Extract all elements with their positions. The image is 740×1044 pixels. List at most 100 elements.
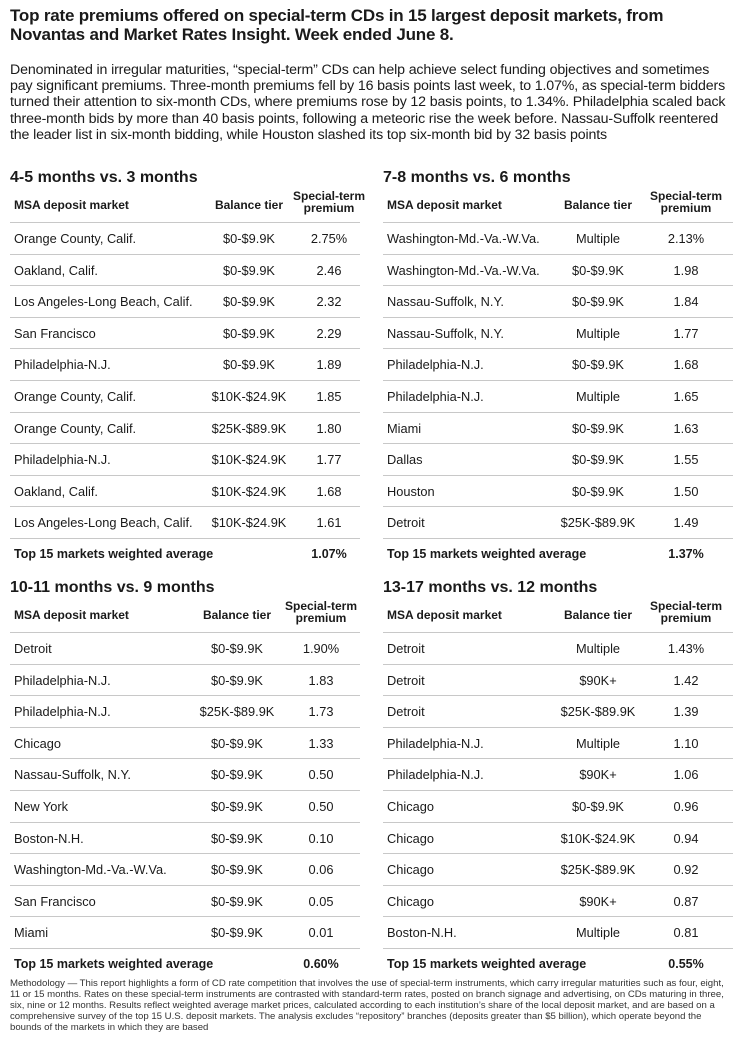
premium-cell: 1.43% [667, 641, 705, 656]
table-row: Houston $0-$9.9K 1.50 [383, 474, 733, 507]
weighted-average-row: Top 15 markets weighted average 0.55% [383, 947, 733, 976]
tier-cell: $25K-$89.9K [199, 704, 275, 720]
table-panel: 7-8 months vs. 6 months MSA deposit marke… [383, 168, 733, 566]
market-cell: San Francisco [14, 893, 96, 909]
market-cell: Miami [14, 925, 49, 941]
premium-cell: 1.73 [308, 704, 334, 720]
tier-cell: $25K-$89.9K [560, 515, 636, 531]
header-premium-line2: premium [295, 611, 347, 625]
premium-cell: 1.33 [308, 735, 334, 751]
premium-cell: 1.55 [673, 452, 699, 468]
market-cell: Orange County, Calif. [14, 231, 137, 246]
premium-cell: 1.90% [302, 641, 340, 656]
header-market: MSA deposit market [14, 608, 129, 622]
market-cell: Miami [387, 420, 422, 436]
panel-title: 7-8 months vs. 6 months [383, 169, 571, 186]
premium-cell: 0.10 [308, 830, 334, 846]
tier-cell: $10K-$24.9K [211, 515, 287, 531]
tier-cell: $10K-$24.9K [211, 483, 287, 499]
table-row: Oakland, Calif. $10K-$24.9K 1.68 [10, 474, 360, 507]
market-cell: Chicago [387, 893, 434, 909]
market-cell: Detroit [14, 641, 52, 656]
premium-cell: 1.10 [673, 735, 699, 751]
table-row: Oakland, Calif. $0-$9.9K 2.46 [10, 253, 360, 286]
tier-cell: $0-$9.9K [211, 925, 263, 941]
tier-cell: Multiple [575, 641, 621, 656]
header-premium-line1: Special-term [649, 189, 723, 203]
table-row: Orange County, Calif. $10K-$24.9K 1.85 [10, 379, 360, 412]
tier-cell: $0-$9.9K [572, 452, 624, 468]
header-premium-line1: Special-term [292, 189, 366, 203]
tier-cell: $0-$9.9K [572, 357, 624, 373]
header-premium-line1: Special-term [284, 599, 358, 613]
premium-cell: 2.46 [316, 262, 342, 278]
premium-cell: 0.01 [308, 925, 334, 941]
market-cell: Los Angeles-Long Beach, Calif. [14, 515, 193, 531]
tier-cell: $0-$9.9K [223, 262, 275, 278]
market-cell: Nassau-Suffolk, N.Y. [14, 767, 131, 783]
market-cell: Philadelphia-N.J. [387, 735, 484, 751]
average-value: 1.37% [668, 546, 704, 561]
premium-cell: 2.29 [316, 325, 342, 341]
column-headers: MSA deposit market Balance tier Special-te… [10, 188, 365, 222]
market-cell: Chicago [387, 862, 434, 878]
table-panel: 4-5 months vs. 3 months MSA deposit marke… [10, 168, 365, 566]
table-panel: 13-17 months vs. 12 months MSA deposit ma… [383, 578, 733, 976]
tier-cell: $10K-$24.9K [211, 452, 287, 468]
premium-cell: 1.39 [673, 704, 699, 720]
panel-title: 4-5 months vs. 3 months [10, 169, 198, 186]
premium-cell: 1.42 [673, 672, 699, 688]
header-premium: Special-term premium [645, 190, 727, 214]
premium-cell: 1.63 [673, 420, 699, 436]
tier-cell: $10K-$24.9K [560, 830, 636, 846]
tier-cell: $90K+ [579, 767, 617, 783]
premium-cell: 0.96 [673, 798, 699, 814]
average-value: 1.07% [311, 546, 347, 561]
tier-cell: $0-$9.9K [211, 893, 263, 909]
panel-title: 13-17 months vs. 12 months [383, 579, 598, 596]
premium-cell: 1.49 [673, 515, 699, 531]
header-tier: Balance tier [563, 608, 633, 622]
tier-cell: $0-$9.9K [211, 641, 263, 656]
header-premium: Special-term premium [288, 190, 370, 214]
header-premium: Special-term premium [645, 600, 727, 624]
premium-cell: 1.50 [673, 483, 699, 499]
market-cell: Orange County, Calif. [14, 388, 137, 404]
market-cell: Boston-N.H. [14, 830, 84, 846]
table-row: Dallas $0-$9.9K 1.55 [383, 443, 733, 475]
market-cell: Philadelphia-N.J. [387, 357, 484, 373]
market-cell: Washington-Md.-Va.-W.Va. [387, 231, 540, 246]
tier-cell: Multiple [575, 925, 621, 941]
average-label: Top 15 markets weighted average [14, 956, 214, 971]
tier-cell: $0-$9.9K [572, 262, 624, 278]
table-row: Nassau-Suffolk, N.Y. Multiple 1.77 [383, 316, 733, 349]
tier-cell: $10K-$24.9K [211, 388, 287, 404]
table-row: Detroit Multiple 1.43% [383, 632, 733, 664]
table-row: Orange County, Calif. $0-$9.9K 2.75% [10, 222, 360, 254]
market-cell: Detroit [387, 704, 425, 720]
header-premium-line2: premium [660, 201, 712, 215]
average-label: Top 15 markets weighted average [387, 546, 587, 561]
table-row: Detroit $90K+ 1.42 [383, 663, 733, 696]
tier-cell: $0-$9.9K [223, 357, 275, 373]
table-row: Miami $0-$9.9K 1.63 [383, 411, 733, 444]
market-cell: Detroit [387, 641, 425, 656]
table-row: Orange County, Calif. $25K-$89.9K 1.80 [10, 411, 360, 444]
table-row: Philadelphia-N.J. Multiple 1.65 [383, 379, 733, 412]
tier-cell: $0-$9.9K [572, 483, 624, 499]
premium-cell: 2.13% [667, 231, 705, 246]
tier-cell: $0-$9.9K [211, 735, 263, 751]
premium-cell: 1.68 [316, 483, 342, 499]
average-label: Top 15 markets weighted average [387, 956, 587, 971]
header-premium-line2: premium [303, 201, 355, 215]
tier-cell: $90K+ [579, 893, 617, 909]
premium-cell: 1.80 [316, 420, 342, 436]
weighted-average-row: Top 15 markets weighted average 1.37% [383, 537, 733, 566]
weighted-average-row: Top 15 markets weighted average 0.60% [10, 947, 360, 976]
header-tier: Balance tier [202, 608, 272, 622]
table-row: Detroit $25K-$89.9K 1.39 [383, 695, 733, 727]
table-row: Chicago $25K-$89.9K 0.92 [383, 853, 733, 885]
premium-cell: 0.50 [308, 767, 334, 783]
column-headers: MSA deposit market Balance tier Special-te… [10, 598, 360, 632]
premium-cell: 0.50 [308, 798, 334, 814]
